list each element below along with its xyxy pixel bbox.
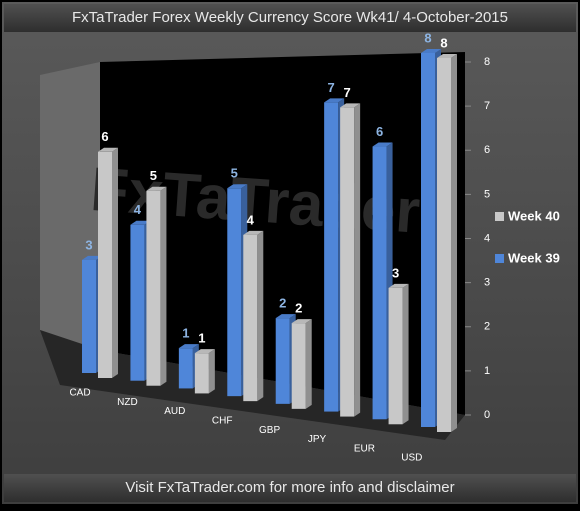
- value-label: 2: [279, 296, 286, 311]
- bar-face: [421, 53, 435, 427]
- value-label: 6: [101, 129, 108, 144]
- y-tick-label: 2: [484, 321, 490, 333]
- bar-face: [112, 147, 118, 378]
- x-tick-label: CAD: [69, 388, 90, 399]
- bar-face: [98, 147, 118, 152]
- bar-face: [324, 98, 345, 103]
- bar-face: [275, 314, 296, 319]
- bar: [291, 319, 312, 409]
- bar-face: [305, 319, 312, 409]
- bar-face: [146, 186, 167, 191]
- x-tick-label: GBP: [259, 425, 280, 436]
- bar: [372, 142, 393, 420]
- value-label: 4: [247, 212, 255, 227]
- x-tick-label: JPY: [308, 434, 327, 445]
- bar-face: [82, 259, 96, 373]
- value-label: 6: [376, 124, 383, 139]
- value-label: 8: [440, 35, 447, 50]
- value-label: 5: [150, 168, 157, 183]
- bar-face: [437, 54, 457, 58]
- bar-face: [194, 353, 209, 394]
- bar-face: [208, 349, 215, 394]
- y-tick-label: 4: [484, 232, 490, 244]
- legend-swatch: [495, 254, 504, 263]
- y-tick-label: 5: [484, 188, 490, 200]
- y-tick-label: 8: [484, 56, 490, 68]
- value-label: 2: [295, 301, 302, 316]
- value-label: 3: [85, 237, 92, 252]
- bar-face: [372, 146, 387, 420]
- bar-face: [402, 283, 409, 425]
- value-label: 5: [231, 166, 238, 181]
- y-tick-label: 3: [484, 277, 490, 289]
- value-label: 7: [328, 80, 335, 95]
- bar-face: [275, 318, 290, 404]
- x-tick-label: USD: [401, 453, 422, 464]
- bar-face: [451, 54, 457, 432]
- value-label: 7: [344, 85, 351, 100]
- title-bar: [4, 4, 576, 32]
- bar-face: [160, 186, 167, 386]
- legend-swatch: [495, 212, 504, 221]
- bar-face: [291, 319, 312, 324]
- value-label: 8: [424, 30, 431, 45]
- bar-face: [82, 255, 102, 260]
- chart-title: FxTaTrader Forex Weekly Currency Score W…: [72, 9, 508, 26]
- bar-face: [227, 184, 248, 189]
- bar: [388, 283, 409, 425]
- footer-bar: [4, 474, 576, 502]
- legend-label: Week 39: [508, 250, 560, 265]
- value-label: 3: [392, 265, 399, 280]
- bar-face: [178, 348, 193, 389]
- bar-face: [388, 283, 409, 288]
- x-tick-label: AUD: [164, 406, 185, 417]
- bar-face: [340, 103, 361, 108]
- bar-face: [130, 220, 151, 225]
- bar-face: [243, 234, 258, 402]
- y-tick-label: 7: [484, 100, 490, 112]
- bar-face: [291, 323, 306, 409]
- legend-label: Week 40: [508, 208, 560, 223]
- y-tick-label: 6: [484, 144, 490, 156]
- bar-face: [421, 49, 441, 53]
- y-tick-label: 0: [484, 409, 490, 421]
- bar: [243, 230, 264, 402]
- x-tick-label: EUR: [354, 443, 375, 454]
- bar-face: [194, 349, 215, 354]
- x-tick-label: CHF: [212, 416, 233, 427]
- value-label: 4: [134, 202, 142, 217]
- bar-face: [130, 224, 145, 381]
- bar-face: [243, 230, 264, 235]
- bar-face: [354, 103, 361, 417]
- value-label: 1: [198, 331, 205, 346]
- bar-face: [388, 287, 403, 425]
- bar-face: [227, 188, 242, 397]
- value-label: 1: [182, 326, 189, 341]
- bar: [146, 186, 167, 386]
- bar: [194, 349, 215, 394]
- bar-face: [324, 102, 339, 412]
- y-tick-label: 1: [484, 365, 490, 377]
- footer: Visit FxTaTrader.com for more info and d…: [125, 479, 454, 496]
- bar-face: [372, 142, 393, 147]
- bar-face: [257, 230, 264, 402]
- bar: [98, 147, 118, 378]
- bar-face: [178, 344, 199, 349]
- bar-face: [437, 58, 451, 432]
- bar: [437, 54, 457, 432]
- bar-face: [340, 107, 355, 417]
- bar-face: [98, 151, 112, 378]
- x-tick-label: NZD: [117, 397, 138, 408]
- bar: [340, 103, 361, 417]
- bar-face: [146, 190, 161, 386]
